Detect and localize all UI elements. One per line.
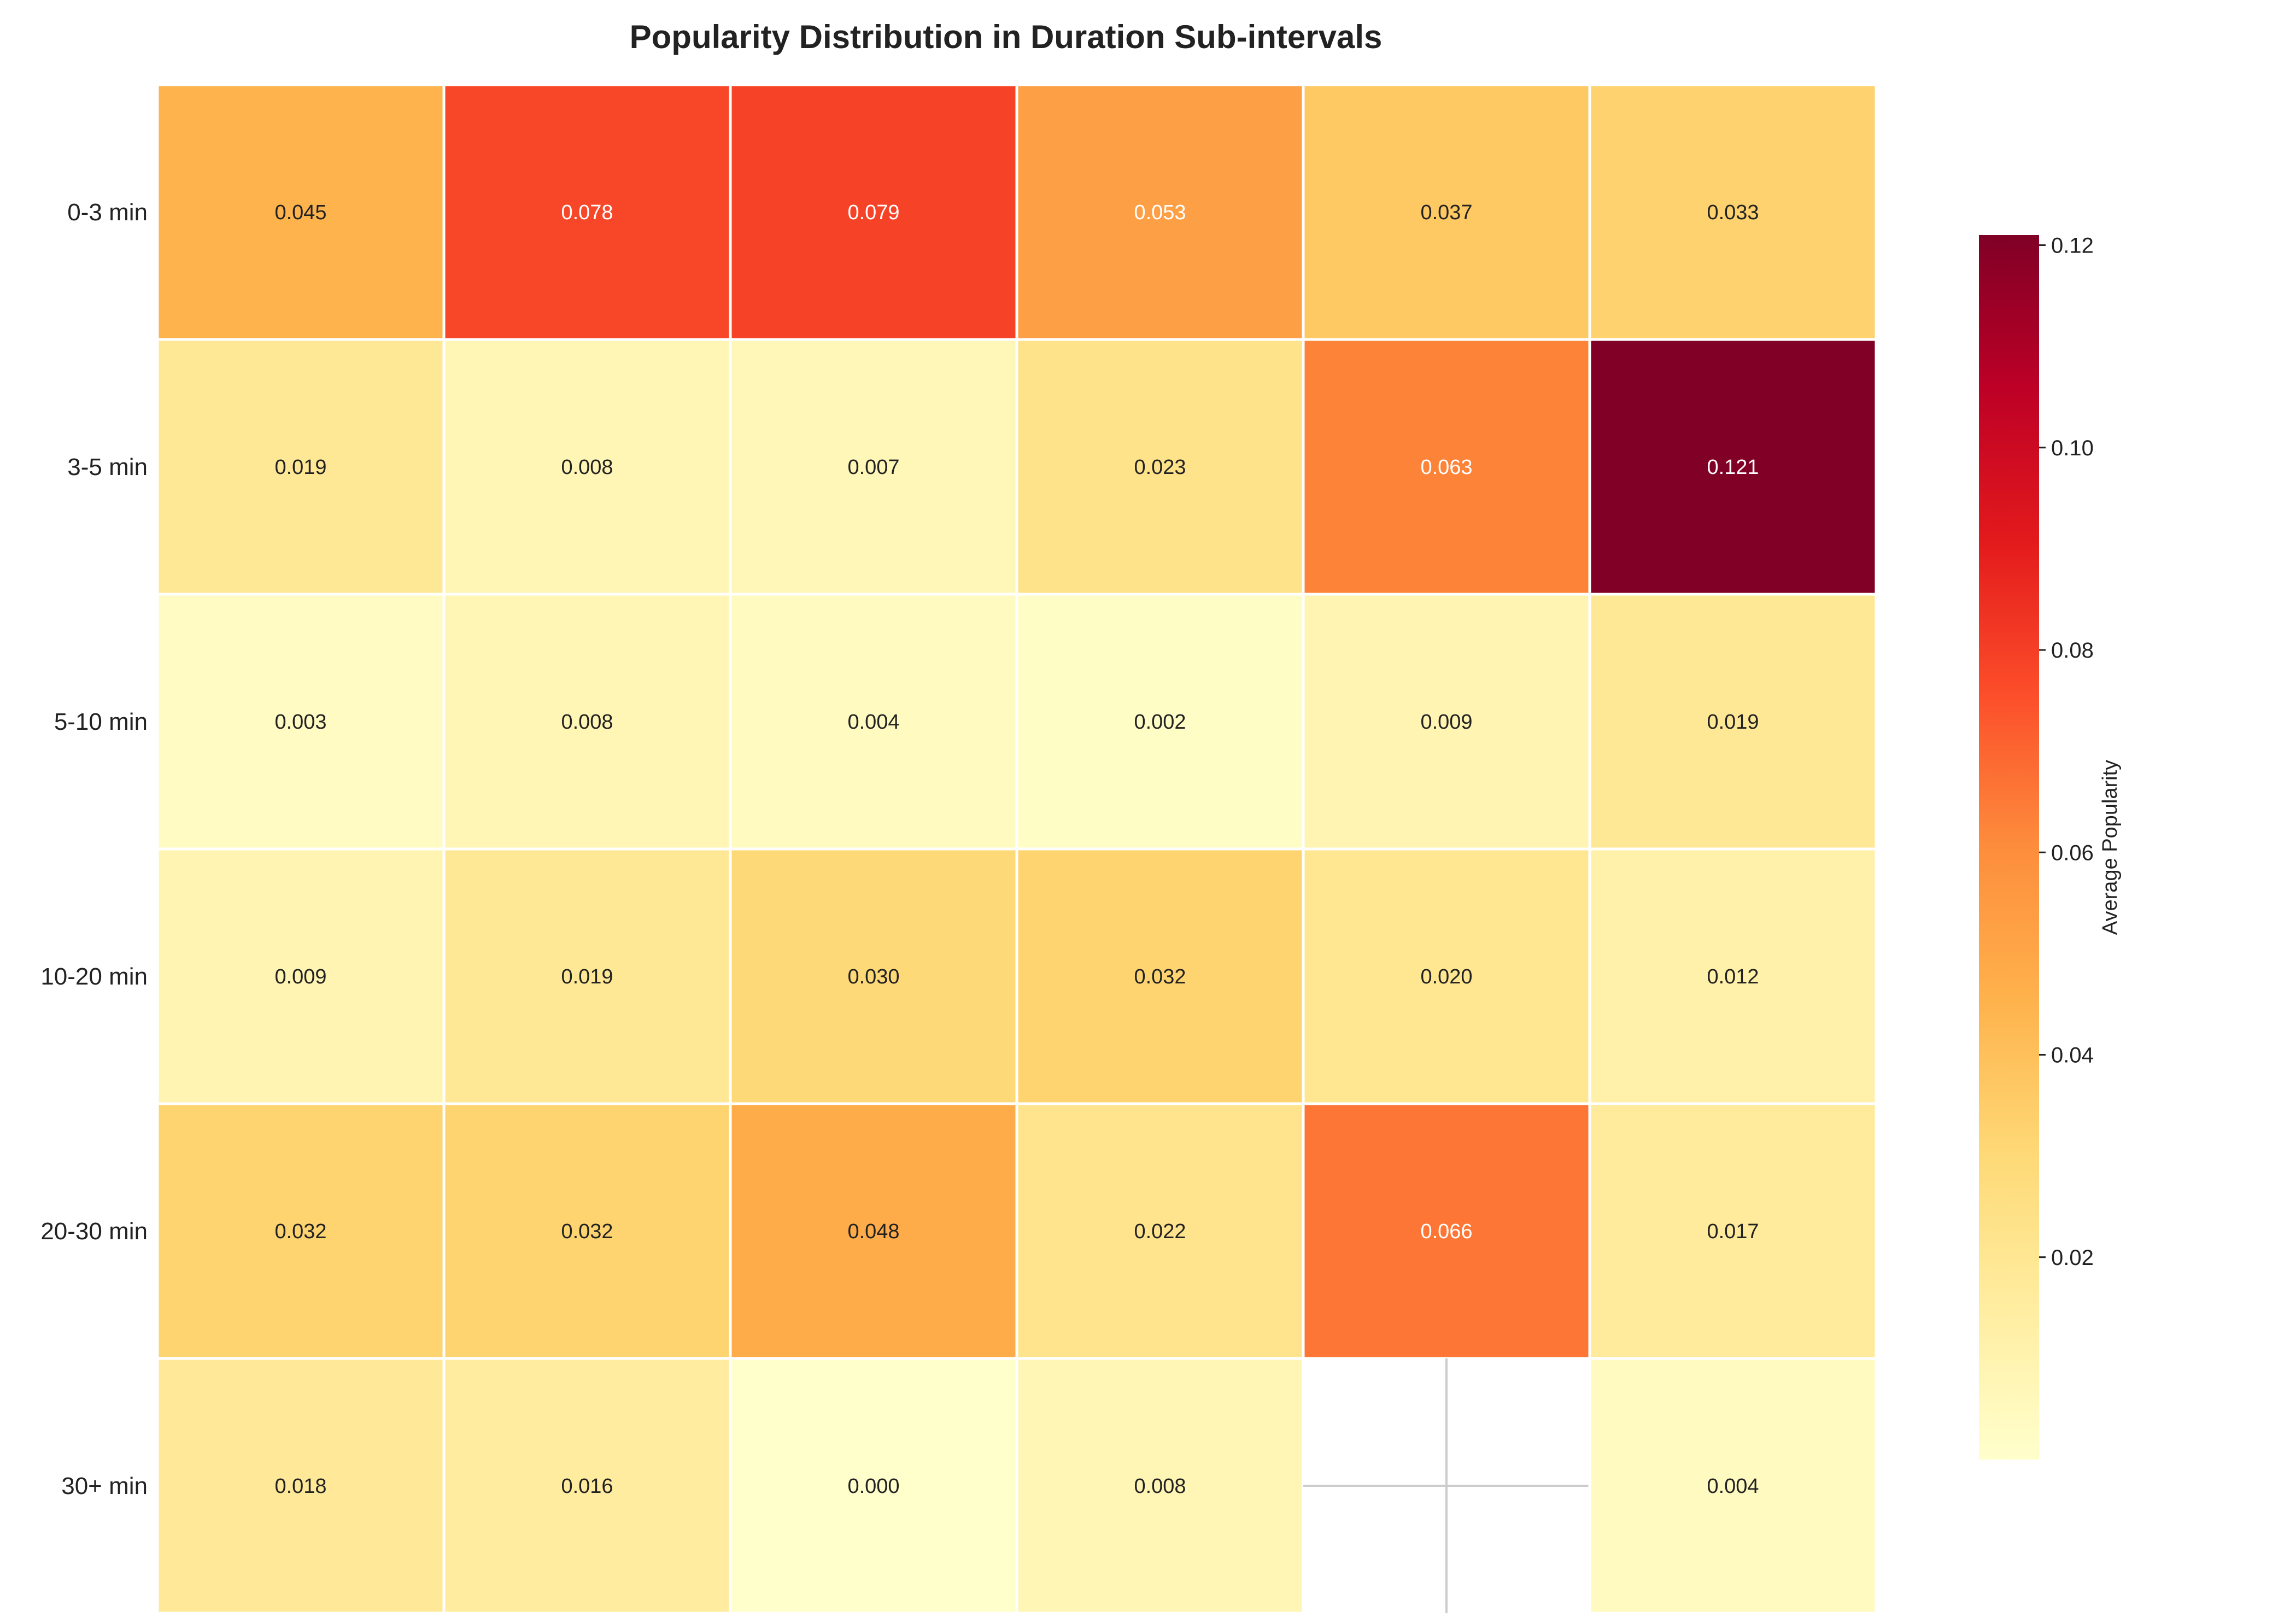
cell-value-label: 0.000 [847, 1475, 899, 1498]
colorbar-tick-label: 0.10 [2051, 436, 2094, 460]
heatmap-cell [442, 847, 732, 1105]
heatmap-cell [1302, 847, 1591, 1105]
row-label: 30+ min [61, 1473, 148, 1499]
row-label: 20-30 min [40, 1218, 148, 1245]
heatmap-cell [156, 1102, 446, 1360]
cell-value-label: 0.022 [1134, 1220, 1186, 1243]
cell-value-label: 0.121 [1707, 456, 1759, 479]
cell-value-label: 0.079 [847, 201, 899, 224]
colorbar-label: Average Popularity [2099, 760, 2122, 935]
heatmap-cell [1015, 1357, 1305, 1615]
cell-value-label: 0.033 [1707, 201, 1759, 224]
cell-value-label: 0.004 [1707, 1475, 1759, 1498]
heatmap-cell [1015, 593, 1305, 851]
heatmap-cell [729, 847, 1018, 1105]
heatmap-cell [1302, 1102, 1591, 1360]
cell-value-label: 0.003 [274, 711, 326, 734]
cell-value-label: 0.004 [847, 711, 899, 734]
cell-value-label: 0.008 [561, 711, 613, 734]
heatmap-cell [1302, 593, 1591, 851]
heatmap-cell [156, 83, 446, 341]
cell-value-label: 0.019 [561, 965, 613, 988]
heatmap-cell [442, 338, 732, 596]
cell-value-label: 0.032 [1134, 965, 1186, 988]
cell-value-label: 0.045 [274, 201, 326, 224]
colorbar-bar [1979, 235, 2039, 1460]
row-label: 0-3 min [67, 199, 148, 226]
heatmap-cell [1015, 83, 1305, 341]
cell-value-label: 0.009 [1420, 711, 1472, 734]
cell-value-label: 0.012 [1707, 965, 1759, 988]
colorbar-tick-label: 0.06 [2051, 841, 2094, 865]
row-label: 10-20 min [40, 963, 148, 990]
heatmap-cell [1015, 338, 1305, 596]
colorbar-tick-label: 0.02 [2051, 1246, 2094, 1270]
heatmap-cell [156, 593, 446, 851]
colorbar-tick-label: 0.04 [2051, 1044, 2094, 1068]
cell-value-label: 0.017 [1707, 1220, 1759, 1243]
cell-value-label: 0.032 [274, 1220, 326, 1243]
heatmap-cell [442, 83, 732, 341]
cell-value-label: 0.053 [1134, 201, 1186, 224]
row-labels: 0-3 min 3-5 min 5-10 min 10-20 min 20-30 min… [40, 199, 148, 1499]
cell-value-label: 0.008 [1134, 1475, 1186, 1498]
heatmap-cell [729, 83, 1018, 341]
heatmap-cell [1588, 338, 1878, 596]
heatmap-cell [1588, 83, 1878, 341]
heatmap-cell [156, 847, 446, 1105]
heatmap-cell [1302, 83, 1591, 341]
row-label: 5-10 min [54, 708, 148, 735]
cell-value-label: 0.020 [1420, 965, 1472, 988]
cell-value-label: 0.002 [1134, 711, 1186, 734]
cell-value-label: 0.009 [274, 965, 326, 988]
heatmap-cell [1588, 1357, 1878, 1615]
heatmap-cells: 0.045 0.078 0.079 0.053 0.037 0.033 0.019 0.008… [156, 83, 1878, 1615]
cell-value-label: 0.019 [1707, 711, 1759, 734]
heatmap-cell [156, 1357, 446, 1615]
heatmap-cell [442, 593, 732, 851]
row-label: 3-5 min [67, 454, 148, 481]
heatmap-cell [1015, 847, 1305, 1105]
heatmap-cell [1588, 1102, 1878, 1360]
chart-title: Popularity Distribution in Duration Sub-… [630, 19, 1383, 55]
heatmap-cell [1588, 847, 1878, 1105]
cell-value-label: 0.037 [1420, 201, 1472, 224]
heatmap-cell [729, 593, 1018, 851]
cell-value-label: 0.063 [1420, 456, 1472, 479]
heatmap-cell [729, 1102, 1018, 1360]
cell-value-label: 0.078 [561, 201, 613, 224]
cell-value-label: 0.019 [274, 456, 326, 479]
cell-value-label: 0.066 [1420, 1220, 1472, 1243]
cell-value-label: 0.018 [274, 1475, 326, 1498]
colorbar-tick-label: 0.12 [2051, 234, 2094, 258]
cell-value-label: 0.023 [1134, 456, 1186, 479]
heatmap-cell [1588, 593, 1878, 851]
cell-value-label: 0.008 [561, 456, 613, 479]
cell-value-label: 0.032 [561, 1220, 613, 1243]
cell-value-label: 0.007 [847, 456, 899, 479]
cell-value-label: 0.016 [561, 1475, 613, 1498]
cell-value-label: 0.048 [847, 1220, 899, 1243]
heatmap-cell [1015, 1102, 1305, 1360]
missing-cell [1303, 1358, 1590, 1613]
colorbar: 0.02 0.04 0.06 0.08 0.10 0.12 Average Populari… [1979, 234, 2122, 1460]
colorbar-tick-label: 0.08 [2051, 638, 2094, 663]
cell-value-label: 0.030 [847, 965, 899, 988]
